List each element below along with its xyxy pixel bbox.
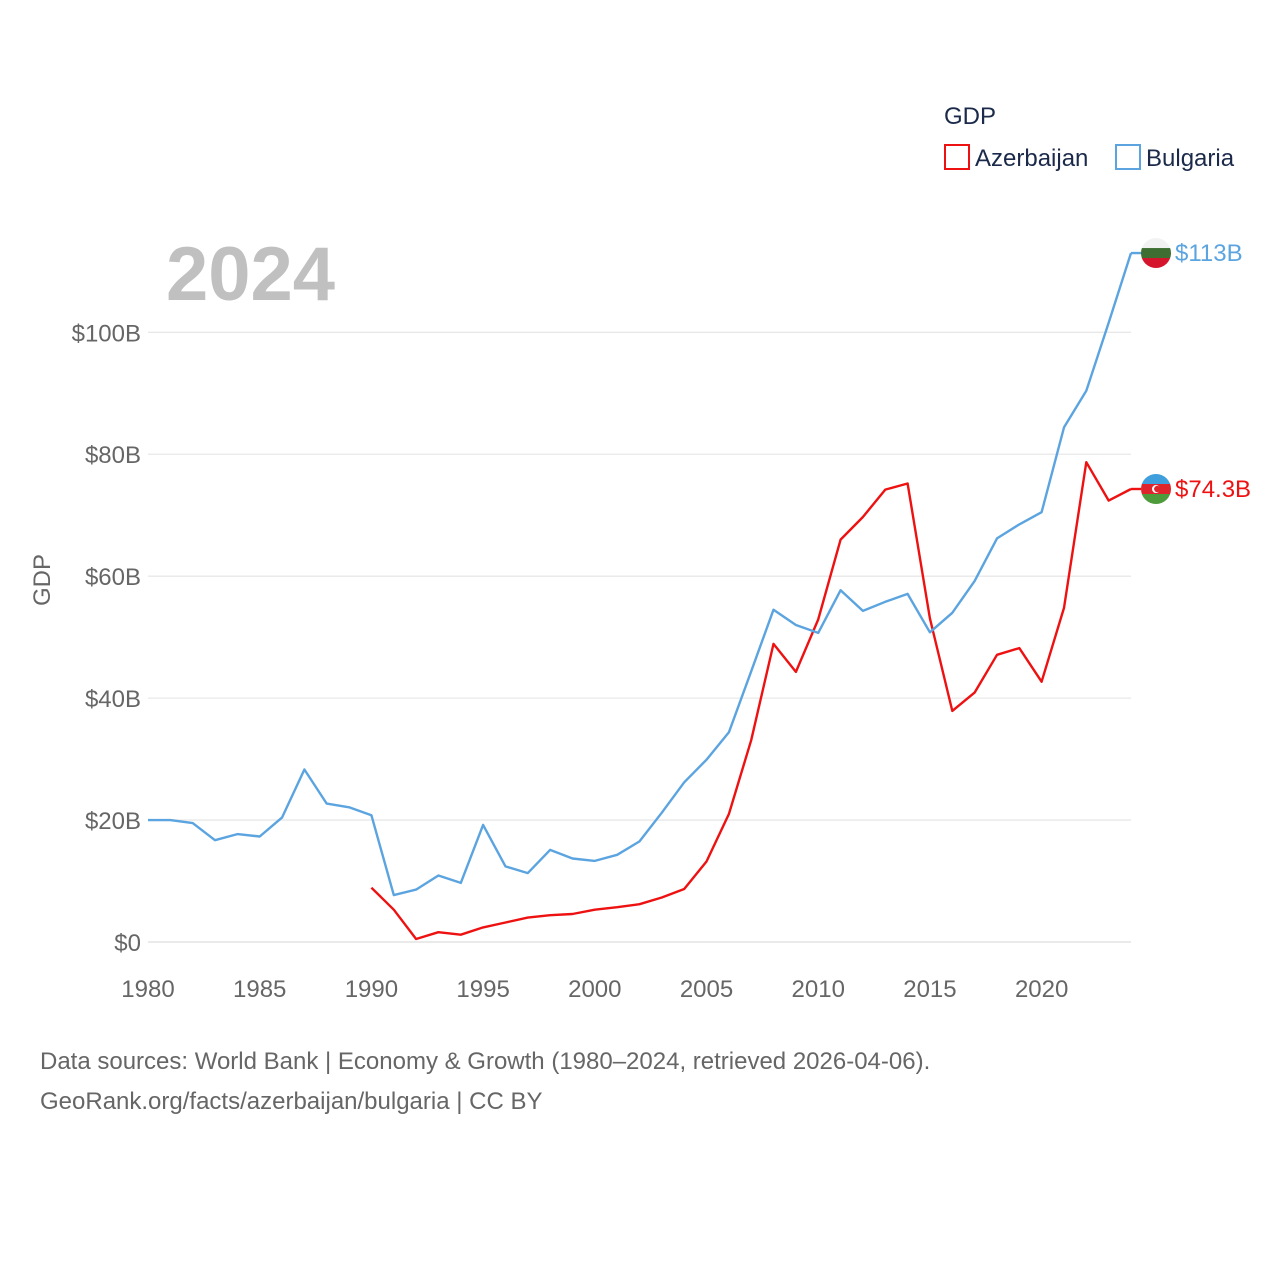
x-tick-label: 2000 bbox=[568, 976, 621, 1003]
x-tick-label: 2005 bbox=[680, 976, 733, 1003]
gridlines bbox=[148, 331, 1131, 943]
source-line: Data sources: World Bank | Economy & Gro… bbox=[40, 1048, 931, 1075]
legend-label-bulgaria[interactable]: Bulgaria bbox=[1146, 145, 1235, 172]
series-lines bbox=[148, 252, 1133, 941]
series-end-markers: $74.3B $113B bbox=[1131, 238, 1251, 504]
year-label: 2024 bbox=[166, 232, 335, 317]
legend-swatch-bulgaria[interactable] bbox=[1115, 144, 1141, 170]
flag-bulgaria-icon bbox=[1141, 238, 1171, 269]
legend-swatch-azerbaijan[interactable] bbox=[944, 144, 970, 170]
series-line-azerbaijan[interactable] bbox=[370, 461, 1132, 941]
x-tick-label: 1980 bbox=[121, 976, 174, 1003]
x-tick-label: 2010 bbox=[792, 976, 845, 1003]
source-note: Data sources: World Bank | Economy & Gro… bbox=[40, 1042, 930, 1122]
y-tick-label: $0 bbox=[114, 930, 141, 957]
y-axis-title: GDP bbox=[29, 554, 56, 606]
series-line-bulgaria[interactable] bbox=[148, 252, 1133, 897]
x-tick-label: 1985 bbox=[233, 976, 286, 1003]
attribution-line: GeoRank.org/facts/azerbaijan/bulgaria | … bbox=[40, 1088, 543, 1115]
flag-azerbaijan-icon bbox=[1141, 473, 1171, 504]
end-marker-bulgaria: $113B bbox=[1131, 238, 1243, 269]
y-tick-label: $40B bbox=[85, 686, 141, 713]
legend-label-azerbaijan[interactable]: Azerbaijan bbox=[975, 145, 1088, 172]
x-tick-label: 1995 bbox=[456, 976, 509, 1003]
y-axis-ticks: $0 $20B $40B $60B $80B $100B bbox=[72, 320, 141, 957]
end-marker-azerbaijan: $74.3B bbox=[1131, 473, 1251, 504]
y-tick-label: $20B bbox=[85, 808, 141, 835]
gdp-line-chart: $0 $20B $40B $60B $80B $100B 1980 1985 1990 1995… bbox=[29, 103, 1251, 1003]
x-tick-label: 2020 bbox=[1015, 976, 1068, 1003]
y-tick-label: $60B bbox=[85, 564, 141, 591]
x-tick-label: 1990 bbox=[345, 976, 398, 1003]
y-tick-label: $100B bbox=[72, 320, 141, 347]
legend-title: GDP bbox=[944, 103, 996, 130]
end-value-label-azerbaijan: $74.3B bbox=[1175, 476, 1251, 503]
legend: GDP Azerbaijan Bulgaria bbox=[944, 103, 1235, 172]
y-tick-label: $80B bbox=[85, 442, 141, 469]
end-value-label-bulgaria: $113B bbox=[1175, 240, 1243, 267]
x-tick-label: 2015 bbox=[903, 976, 956, 1003]
x-axis-ticks: 1980 1985 1990 1995 2000 2005 2010 2015 2020 bbox=[121, 976, 1068, 1003]
